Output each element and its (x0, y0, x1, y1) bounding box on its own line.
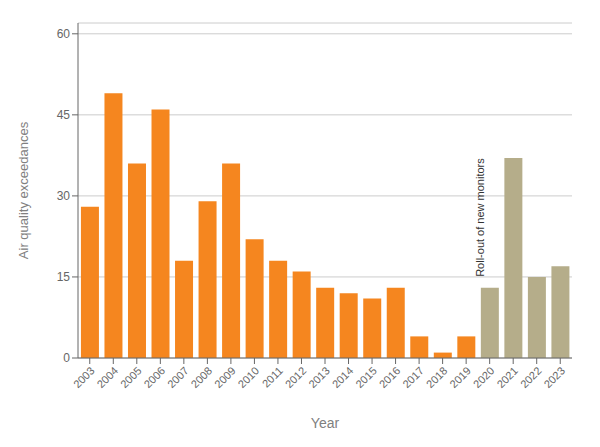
svg-text:2013: 2013 (306, 364, 332, 390)
svg-text:60: 60 (57, 27, 71, 41)
svg-text:2008: 2008 (189, 364, 215, 390)
svg-text:2012: 2012 (283, 364, 309, 390)
svg-text:Year: Year (311, 415, 340, 431)
svg-text:2018: 2018 (424, 364, 450, 390)
svg-text:Roll-out of new monitors: Roll-out of new monitors (474, 158, 486, 277)
svg-text:2019: 2019 (447, 364, 473, 390)
svg-text:2009: 2009 (212, 364, 238, 390)
svg-text:2007: 2007 (165, 364, 191, 390)
svg-text:45: 45 (57, 108, 71, 122)
svg-text:2006: 2006 (141, 364, 167, 390)
svg-text:2004: 2004 (94, 364, 120, 390)
svg-text:15: 15 (57, 270, 71, 284)
svg-text:2011: 2011 (260, 364, 285, 389)
svg-text:Air quality exceedances: Air quality exceedances (16, 121, 31, 259)
svg-text:2020: 2020 (471, 364, 497, 390)
svg-text:0: 0 (63, 351, 70, 365)
svg-text:2021: 2021 (494, 364, 520, 390)
svg-text:2022: 2022 (518, 364, 544, 390)
svg-text:30: 30 (57, 189, 71, 203)
svg-text:2023: 2023 (541, 364, 567, 390)
svg-text:2010: 2010 (236, 364, 262, 390)
svg-text:2015: 2015 (353, 364, 379, 390)
svg-text:2005: 2005 (118, 364, 144, 390)
svg-text:2017: 2017 (400, 364, 426, 390)
svg-text:2014: 2014 (330, 364, 356, 390)
svg-text:2003: 2003 (71, 364, 97, 390)
svg-text:2016: 2016 (377, 364, 403, 390)
